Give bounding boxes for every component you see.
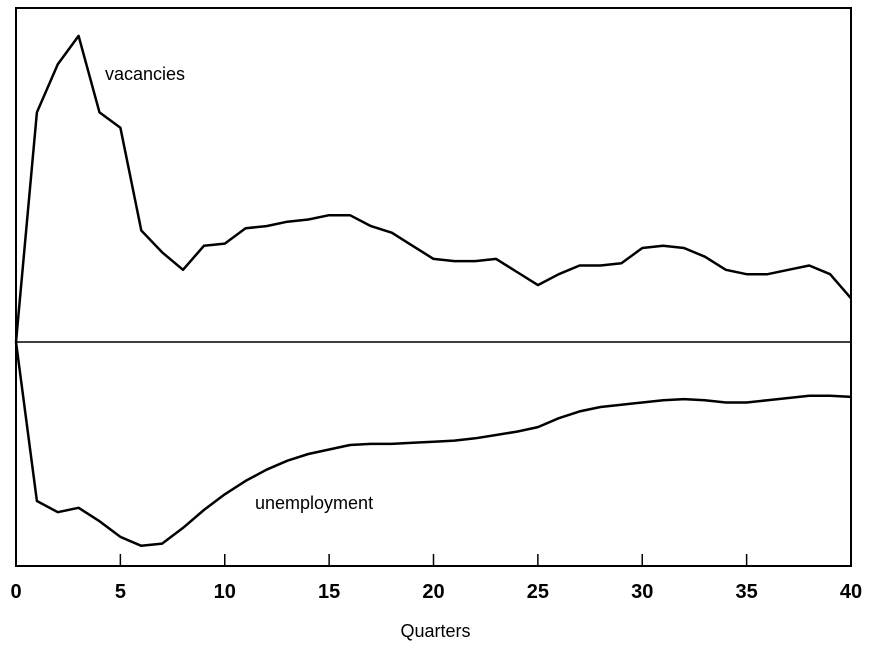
x-tick-label: 10 [214, 581, 236, 603]
x-tick-label: 5 [115, 581, 126, 603]
series-lines [14, 34, 852, 548]
x-tick-label: 15 [318, 581, 340, 603]
vacancies-series-line [14, 34, 852, 343]
x-axis-tick-labels: 0 5 10 15 20 25 30 35 40 [10, 581, 862, 603]
series-labels: vacancies unemployment [105, 64, 373, 513]
unemployment-series-label: unemployment [255, 493, 373, 513]
plot-frame [15, 7, 852, 567]
x-axis-title: Quarters [400, 621, 470, 641]
x-tick-label: 30 [631, 581, 653, 603]
x-tick-label: 0 [10, 581, 21, 603]
x-tick-label: 40 [840, 581, 862, 603]
x-axis-ticks [15, 554, 852, 566]
unemployment-series-line [14, 341, 852, 548]
x-tick-label: 25 [527, 581, 549, 603]
x-tick-label: 20 [422, 581, 444, 603]
vacancies-series-label: vacancies [105, 64, 185, 84]
x-tick-label: 35 [736, 581, 758, 603]
